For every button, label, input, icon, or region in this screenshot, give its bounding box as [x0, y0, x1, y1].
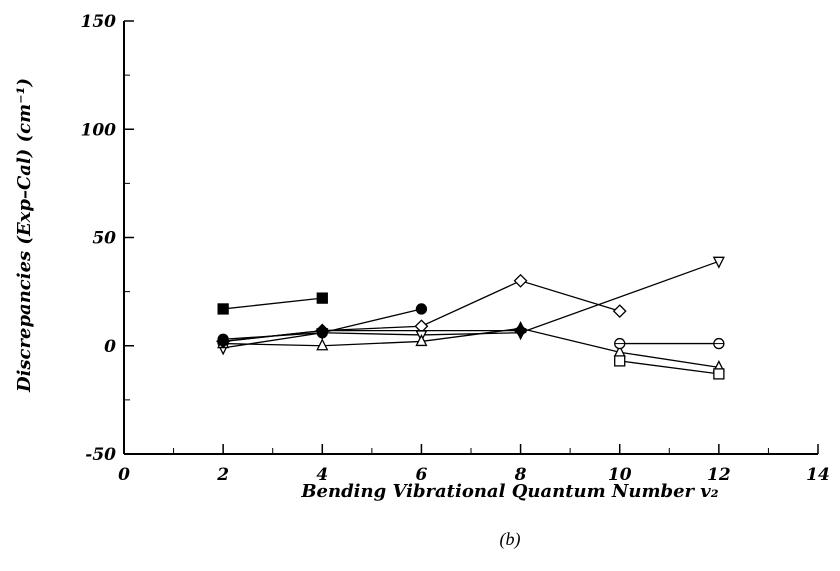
- data-point: [513, 273, 528, 288]
- data-point: [216, 334, 231, 349]
- data-point: [614, 355, 626, 367]
- figure-caption: (b): [500, 529, 521, 550]
- y-tick-label: 50: [92, 229, 116, 249]
- x-tick-label: 8: [514, 465, 527, 485]
- x-axis-title: Bending Vibrational Quantum Number v₂: [300, 481, 718, 502]
- series-open-down-triangle: [217, 256, 725, 356]
- axes: [123, 21, 818, 455]
- data-point: [217, 303, 229, 315]
- data-point: [612, 304, 627, 319]
- x-tick-label: 0: [118, 465, 130, 485]
- series-layer: [216, 256, 725, 380]
- data-point: [415, 333, 428, 347]
- x-tick-label: 6: [416, 465, 428, 485]
- data-point: [315, 323, 330, 338]
- x-tick-label: 4: [316, 465, 328, 485]
- series-line: [223, 297, 323, 310]
- series-open-circle: [614, 337, 725, 350]
- data-point: [712, 256, 725, 269]
- series-line: [223, 329, 521, 343]
- data-point: [415, 303, 428, 315]
- series-filled-square: [217, 292, 328, 315]
- y-axis-title: Discrepancies (Exp–Cal) (cm⁻¹): [14, 78, 35, 393]
- data-point: [513, 323, 528, 338]
- data-point: [713, 368, 725, 380]
- x-tick-label: 12: [707, 465, 731, 485]
- series-open-square: [614, 355, 725, 380]
- series-line: [223, 327, 719, 369]
- y-tick-label: 150: [81, 12, 117, 32]
- series-filled-diamond: [216, 323, 528, 349]
- x-tick-label: 2: [216, 465, 229, 485]
- data-point: [316, 338, 329, 351]
- x-tick-label: 14: [806, 465, 830, 485]
- series-line: [619, 360, 719, 375]
- data-point: [316, 292, 328, 304]
- x-tick-label: 10: [608, 465, 632, 485]
- y-tick-label: 100: [81, 120, 117, 140]
- y-tick-label: 0: [104, 337, 116, 357]
- y-tick-label: -50: [85, 445, 116, 465]
